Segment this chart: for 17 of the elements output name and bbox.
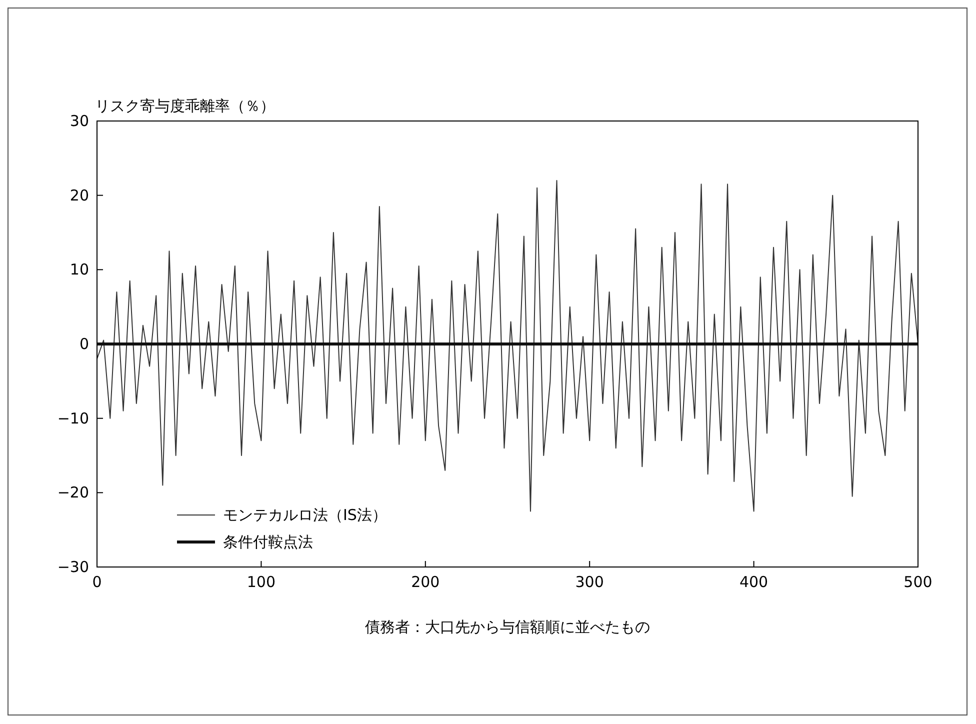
y-tick-label: 10 <box>70 260 89 279</box>
x-tick-label: 100 <box>246 573 276 591</box>
y-tick-label: 20 <box>70 186 89 204</box>
x-tick-label: 300 <box>575 573 604 591</box>
legend-label: 条件付鞍点法 <box>223 533 313 551</box>
y-tick-label: 0 <box>79 335 89 353</box>
x-tick-label: 500 <box>904 573 932 591</box>
y-axis-title: リスク寄与度乖離率（％） <box>95 97 275 115</box>
y-tick-label: −10 <box>57 409 89 428</box>
x-tick-label: 200 <box>411 573 440 591</box>
x-tick-label: 400 <box>739 573 768 591</box>
y-tick-label: 30 <box>70 112 89 130</box>
legend-label: モンテカルロ法（IS法） <box>223 506 387 524</box>
x-axis-title: 債務者：大口先から与信額順に並べたもの <box>365 618 650 636</box>
x-tick-label: 0 <box>92 573 102 591</box>
y-tick-label: −30 <box>57 558 89 576</box>
y-tick-label: −20 <box>57 484 89 502</box>
